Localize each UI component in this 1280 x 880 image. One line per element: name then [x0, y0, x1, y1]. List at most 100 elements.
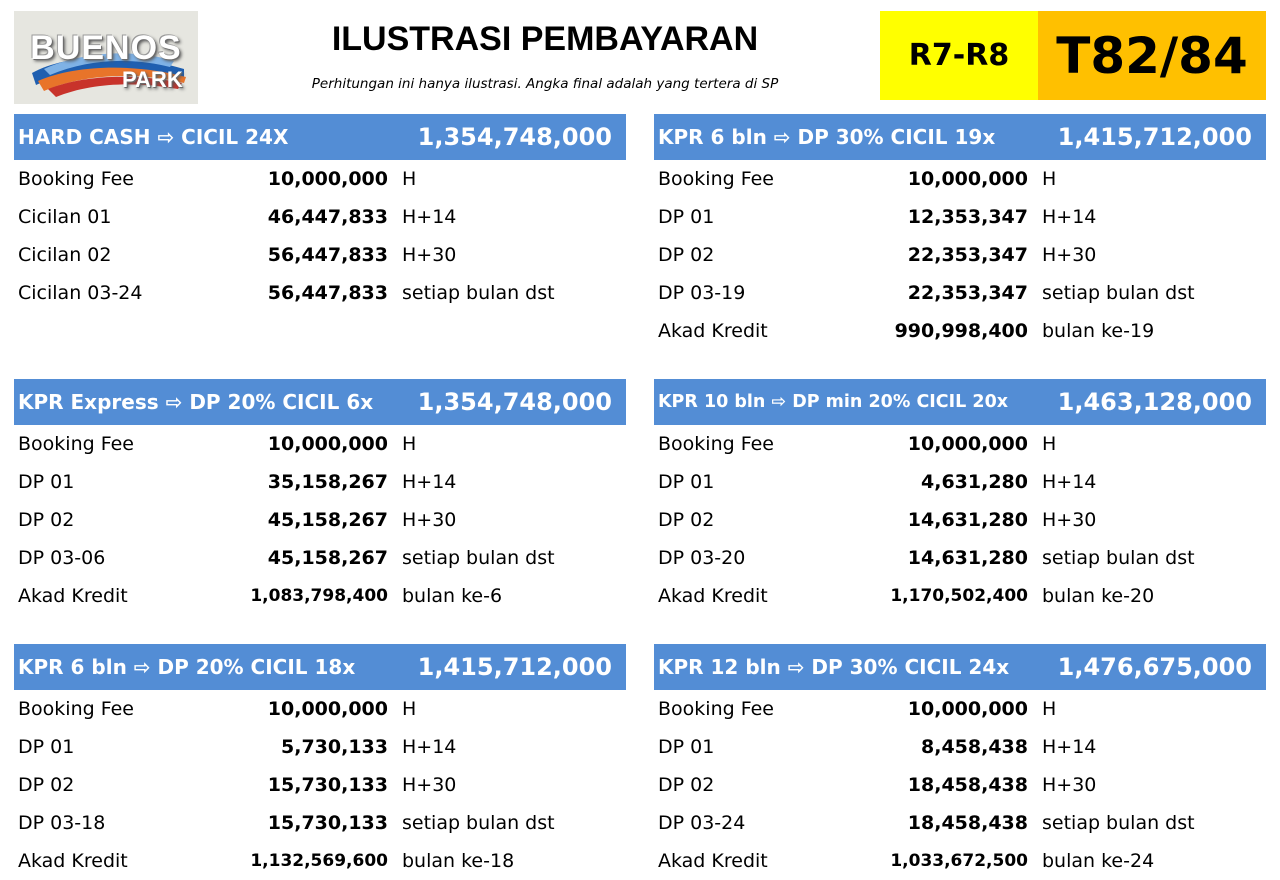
section-header: KPR 10 bln ⇨ DP min 20% CICIL 20x 1,463,… — [654, 379, 1266, 425]
row-label: DP 03-24 — [658, 812, 746, 834]
row-label: Booking Fee — [18, 433, 134, 455]
row-amount: 990,998,400 — [894, 320, 1028, 342]
section-header: HARD CASH ⇨ CICIL 24X 1,354,748,000 — [14, 114, 626, 160]
row-label: DP 03-06 — [18, 547, 106, 569]
row-label: DP 02 — [18, 774, 75, 796]
row-label: DP 02 — [18, 509, 75, 531]
table-row: DP 02 15,730,133 H+30 — [14, 766, 626, 804]
section-header: KPR Express ⇨ DP 20% CICIL 6x 1,354,748,… — [14, 379, 626, 425]
row-label: DP 03-20 — [658, 547, 746, 569]
row-amount: 12,353,347 — [907, 206, 1028, 228]
row-note: H — [1042, 168, 1057, 190]
table-row: DP 01 4,631,280 H+14 — [654, 463, 1266, 501]
row-amount: 45,158,267 — [267, 509, 388, 531]
table-row: Akad Kredit 990,998,400 bulan ke-19 — [654, 312, 1266, 350]
section-header: KPR 12 bln ⇨ DP 30% CICIL 24x 1,476,675,… — [654, 644, 1266, 690]
row-label: DP 01 — [658, 206, 715, 228]
table-row: Cicilan 02 56,447,833 H+30 — [14, 236, 626, 274]
table-row: Booking Fee 10,000,000 H — [654, 160, 1266, 198]
row-note: bulan ke-18 — [402, 850, 515, 872]
row-note: setiap bulan dst — [402, 282, 555, 304]
section-header: KPR 6 bln ⇨ DP 30% CICIL 19x 1,415,712,0… — [654, 114, 1266, 160]
table-row: Akad Kredit 1,033,672,500 bulan ke-24 — [654, 842, 1266, 880]
row-note: H+14 — [402, 206, 457, 228]
row-amount: 18,458,438 — [907, 812, 1028, 834]
row-label: DP 01 — [18, 471, 75, 493]
type-badge: T82/84 — [1038, 11, 1266, 100]
row-amount: 15,730,133 — [267, 774, 388, 796]
table-row: Booking Fee 10,000,000 H — [14, 425, 626, 463]
row-label: DP 01 — [18, 736, 75, 758]
page-title: ILUSTRASI PEMBAYARAN — [331, 20, 759, 58]
section-header: KPR 6 bln ⇨ DP 20% CICIL 18x 1,415,712,0… — [14, 644, 626, 690]
row-amount: 8,458,438 — [921, 736, 1028, 758]
logo-text-buenos: BUENOS — [30, 29, 182, 67]
row-note: H+30 — [402, 774, 457, 796]
row-amount: 10,000,000 — [907, 698, 1028, 720]
table-row: Booking Fee 10,000,000 H — [14, 160, 626, 198]
row-label: Cicilan 03-24 — [18, 282, 143, 304]
section-total-price: 1,415,712,000 — [417, 653, 612, 681]
block-badge: R7-R8 — [880, 11, 1038, 100]
row-label: DP 01 — [658, 736, 715, 758]
row-amount: 1,033,672,500 — [890, 851, 1028, 871]
row-amount: 10,000,000 — [267, 168, 388, 190]
section-title: KPR Express ⇨ DP 20% CICIL 6x — [18, 390, 374, 414]
payment-section-hard-cash: HARD CASH ⇨ CICIL 24X 1,354,748,000 Book… — [14, 114, 626, 312]
payment-section-kpr-10-bln: KPR 10 bln ⇨ DP min 20% CICIL 20x 1,463,… — [654, 379, 1266, 615]
table-row: DP 03-20 14,631,280 setiap bulan dst — [654, 539, 1266, 577]
table-row: Akad Kredit 1,083,798,400 bulan ke-6 — [14, 577, 626, 615]
section-total-price: 1,415,712,000 — [1057, 123, 1252, 151]
table-row: Akad Kredit 1,170,502,400 bulan ke-20 — [654, 577, 1266, 615]
row-amount: 10,000,000 — [907, 433, 1028, 455]
table-row: DP 03-19 22,353,347 setiap bulan dst — [654, 274, 1266, 312]
row-amount: 22,353,347 — [907, 282, 1028, 304]
row-amount: 56,447,833 — [267, 282, 388, 304]
row-label: Cicilan 01 — [18, 206, 112, 228]
row-note: H — [1042, 433, 1057, 455]
row-label: Booking Fee — [18, 168, 134, 190]
row-label: DP 01 — [658, 471, 715, 493]
row-note: H+30 — [1042, 244, 1097, 266]
table-row: Cicilan 03-24 56,447,833 setiap bulan dst — [14, 274, 626, 312]
row-note: setiap bulan dst — [1042, 812, 1195, 834]
row-label: Booking Fee — [658, 168, 774, 190]
row-amount: 5,730,133 — [281, 736, 388, 758]
table-row: DP 03-06 45,158,267 setiap bulan dst — [14, 539, 626, 577]
row-note: setiap bulan dst — [1042, 282, 1195, 304]
table-row: DP 03-18 15,730,133 setiap bulan dst — [14, 804, 626, 842]
row-note: H+30 — [1042, 509, 1097, 531]
row-amount: 18,458,438 — [907, 774, 1028, 796]
payment-section-kpr-6-bln-dp20: KPR 6 bln ⇨ DP 20% CICIL 18x 1,415,712,0… — [14, 644, 626, 880]
row-amount: 22,353,347 — [907, 244, 1028, 266]
row-amount: 45,158,267 — [267, 547, 388, 569]
row-label: Cicilan 02 — [18, 244, 112, 266]
table-row: Booking Fee 10,000,000 H — [14, 690, 626, 728]
row-note: bulan ke-20 — [1042, 585, 1155, 607]
section-title: KPR 6 bln ⇨ DP 20% CICIL 18x — [18, 655, 356, 679]
row-amount: 1,170,502,400 — [890, 586, 1028, 606]
table-row: Akad Kredit 1,132,569,600 bulan ke-18 — [14, 842, 626, 880]
table-row: DP 01 35,158,267 H+14 — [14, 463, 626, 501]
row-note: bulan ke-19 — [1042, 320, 1155, 342]
row-note: H — [1042, 698, 1057, 720]
section-title: KPR 6 bln ⇨ DP 30% CICIL 19x — [658, 125, 996, 149]
table-row: DP 03-24 18,458,438 setiap bulan dst — [654, 804, 1266, 842]
row-amount: 46,447,833 — [267, 206, 388, 228]
section-total-price: 1,476,675,000 — [1057, 653, 1252, 681]
row-amount: 10,000,000 — [267, 433, 388, 455]
row-note: H — [402, 168, 417, 190]
row-amount: 1,083,798,400 — [250, 586, 388, 606]
payment-section-kpr-12-bln: KPR 12 bln ⇨ DP 30% CICIL 24x 1,476,675,… — [654, 644, 1266, 880]
row-amount: 35,158,267 — [267, 471, 388, 493]
table-row: Booking Fee 10,000,000 H — [654, 425, 1266, 463]
table-row: DP 02 45,158,267 H+30 — [14, 501, 626, 539]
row-note: H — [402, 433, 417, 455]
table-row: DP 02 14,631,280 H+30 — [654, 501, 1266, 539]
row-note: H — [402, 698, 417, 720]
section-title: KPR 12 bln ⇨ DP 30% CICIL 24x — [658, 655, 1010, 679]
row-label: Booking Fee — [658, 433, 774, 455]
table-row: Cicilan 01 46,447,833 H+14 — [14, 198, 626, 236]
row-note: H+14 — [1042, 736, 1097, 758]
section-title: KPR 10 bln ⇨ DP min 20% CICIL 20x — [658, 392, 1009, 412]
